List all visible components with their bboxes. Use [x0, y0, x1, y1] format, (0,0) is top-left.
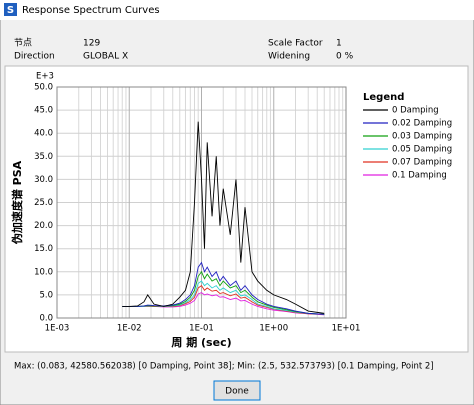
widening-value: 0 % — [336, 52, 354, 62]
status-text: Max: (0.083, 42580.562038) [0 Damping, P… — [14, 362, 434, 372]
app-icon-letter: S — [7, 5, 14, 16]
x-tick-label: 1E-03 — [45, 324, 70, 334]
legend-label: 0.1 Damping — [392, 171, 447, 181]
y-tick-label: 5.0 — [39, 290, 53, 300]
direction-value: GLOBAL X — [83, 52, 128, 62]
legend-label: 0.03 Damping — [392, 132, 452, 142]
y-tick-label: 15.0 — [34, 244, 53, 254]
y-multiplier: E+3 — [36, 72, 54, 82]
node-label: 节点 — [14, 38, 32, 49]
title-bar — [0, 0, 474, 20]
y-tick-label: 30.0 — [34, 175, 53, 185]
x-tick-label: 1E+00 — [259, 324, 288, 334]
legend-label: 0.07 Damping — [392, 158, 452, 168]
y-tick-label: 35.0 — [34, 152, 53, 162]
series-line — [122, 261, 325, 315]
done-button[interactable] — [213, 380, 261, 401]
x-tick-label: 1E-02 — [117, 324, 142, 334]
direction-label: Direction — [14, 52, 55, 62]
legend-title: Legend — [363, 92, 404, 103]
y-tick-label: 50.0 — [34, 83, 53, 93]
node-value: 129 — [83, 39, 100, 49]
legend-label: 0.02 Damping — [392, 119, 452, 129]
series-line — [122, 121, 325, 314]
done-button-label[interactable]: Done — [225, 387, 249, 397]
y-tick-label: 45.0 — [34, 106, 53, 116]
x-tick-label: 1E-01 — [189, 324, 214, 334]
x-axis-label: 周 期 (sec) — [171, 335, 231, 349]
scale-factor-label: Scale Factor — [268, 39, 323, 49]
legend-label: 0.05 Damping — [392, 145, 452, 155]
window-title: Response Spectrum Curves — [22, 5, 160, 16]
x-tick-label: 1E+01 — [332, 324, 361, 334]
widening-label: Widening — [268, 52, 310, 62]
app-icon — [4, 3, 17, 16]
y-tick-label: 40.0 — [34, 129, 53, 139]
y-tick-label: 10.0 — [34, 267, 53, 277]
plot-border — [56, 86, 347, 319]
y-tick-label: 20.0 — [34, 221, 53, 231]
legend-label: 0 Damping — [392, 106, 439, 116]
y-tick-label: 0.0 — [39, 314, 53, 324]
y-tick-label: 25.0 — [34, 198, 53, 208]
scale-factor-value: 1 — [336, 39, 342, 49]
y-axis-label: 伪加速度谱 PSA — [10, 160, 24, 245]
